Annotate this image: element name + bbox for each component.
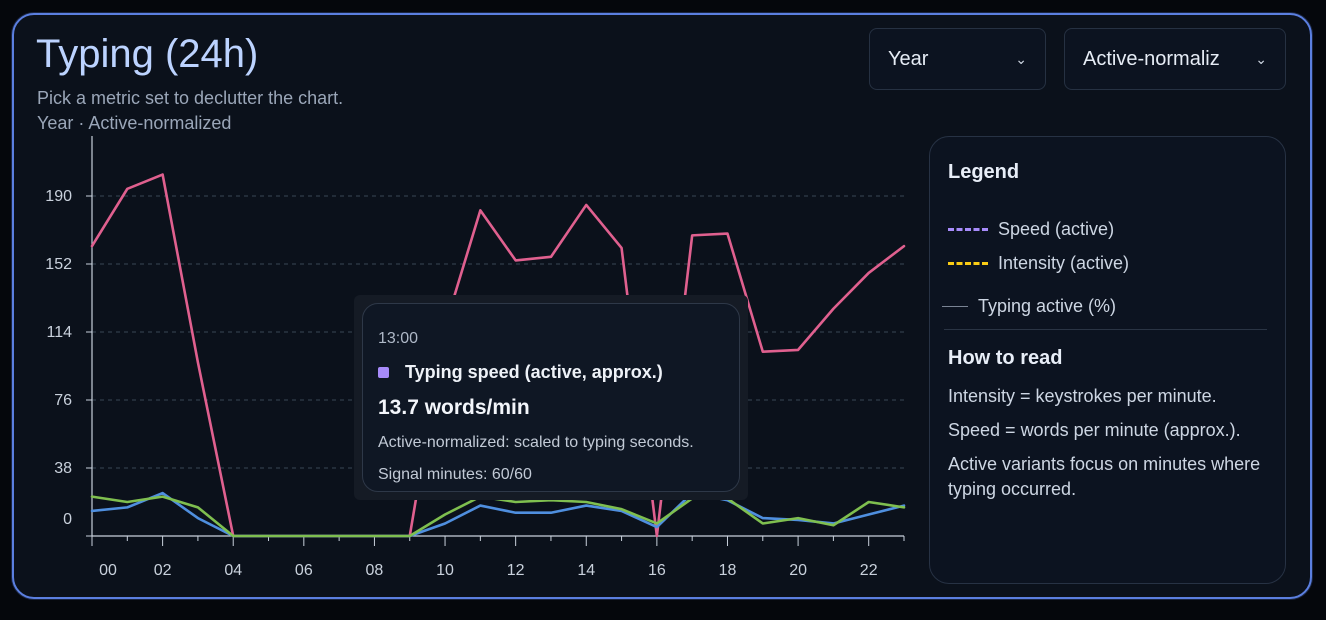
dash-swatch bbox=[948, 228, 988, 231]
subtitle: Pick a metric set to declutter the chart… bbox=[37, 88, 344, 108]
legend-label: Intensity (active) bbox=[998, 253, 1130, 273]
howto-line: Speed = words per minute (approx.). bbox=[948, 420, 1241, 440]
legend-label: Speed (active) bbox=[998, 219, 1115, 239]
tooltip-value: 13.7 words/min bbox=[378, 396, 530, 419]
range-select[interactable]: Year ⌄ bbox=[869, 28, 1046, 90]
series-line-0 bbox=[90, 173, 906, 538]
series-line-1 bbox=[90, 491, 906, 538]
x-tick-label: 16 bbox=[648, 562, 666, 579]
howto-line: Intensity = keystrokes per minute. bbox=[948, 386, 1217, 406]
legend-item-speed[interactable]: Speed (active) bbox=[948, 219, 1114, 240]
y-tick-label: 152 bbox=[45, 256, 72, 273]
legend-panel: Legend Speed (active) Intensity (active)… bbox=[929, 136, 1286, 584]
howto-line: Active variants focus on minutes where t… bbox=[948, 454, 1261, 499]
tooltip-series-label: Typing speed (active, approx.) bbox=[405, 362, 663, 382]
tooltip-swatch bbox=[378, 367, 389, 378]
x-tick-label: 00 bbox=[99, 562, 117, 579]
context-label: Year · Active-normalized bbox=[37, 113, 232, 133]
tooltip-signal: Signal minutes: 60/60 bbox=[378, 466, 532, 483]
y-tick-label: 114 bbox=[46, 324, 72, 341]
x-tick-label: 12 bbox=[507, 562, 525, 579]
x-tick-label: 06 bbox=[295, 562, 313, 579]
x-tick-label: 04 bbox=[224, 562, 242, 579]
dash-swatch bbox=[948, 262, 988, 265]
series-line-2 bbox=[90, 495, 906, 538]
x-tick-label: 18 bbox=[719, 562, 737, 579]
line-swatch bbox=[942, 306, 968, 307]
x-tick-label: 14 bbox=[577, 562, 595, 579]
y-tick-label: 38 bbox=[54, 460, 72, 477]
tooltip: 13:00 Typing speed (active, approx.) 13.… bbox=[354, 295, 748, 500]
x-tick-label: 20 bbox=[789, 562, 807, 579]
mode-select[interactable]: Active-normaliz ⌄ bbox=[1064, 28, 1286, 90]
legend-label: Typing active (%) bbox=[978, 296, 1117, 316]
x-tick-label: 10 bbox=[436, 562, 454, 579]
divider bbox=[944, 329, 1267, 330]
tooltip-note: Active-normalized: scaled to typing seco… bbox=[378, 434, 694, 451]
howto-title: How to read bbox=[948, 347, 1063, 369]
chevron-down-icon: ⌄ bbox=[1015, 50, 1027, 67]
legend-title: Legend bbox=[948, 161, 1020, 183]
tooltip-time: 13:00 bbox=[378, 330, 419, 347]
x-tick-label: 22 bbox=[860, 562, 878, 579]
page-title: Typing (24h) bbox=[36, 32, 259, 76]
mode-select-value: Active-normaliz bbox=[1083, 47, 1220, 70]
legend-item-active[interactable]: Typing active (%) bbox=[942, 296, 1116, 317]
x-tick-label: 08 bbox=[366, 562, 384, 579]
chevron-down-icon: ⌄ bbox=[1255, 50, 1267, 67]
y-tick-label: 190 bbox=[45, 188, 72, 205]
y-tick-label: 76 bbox=[54, 392, 72, 409]
x-tick-label: 02 bbox=[154, 562, 172, 579]
range-select-value: Year bbox=[888, 47, 929, 70]
tooltip-series: Typing speed (active, approx.) bbox=[378, 362, 663, 383]
legend-item-intensity[interactable]: Intensity (active) bbox=[948, 253, 1129, 274]
y-tick-label: 0 bbox=[63, 511, 72, 528]
